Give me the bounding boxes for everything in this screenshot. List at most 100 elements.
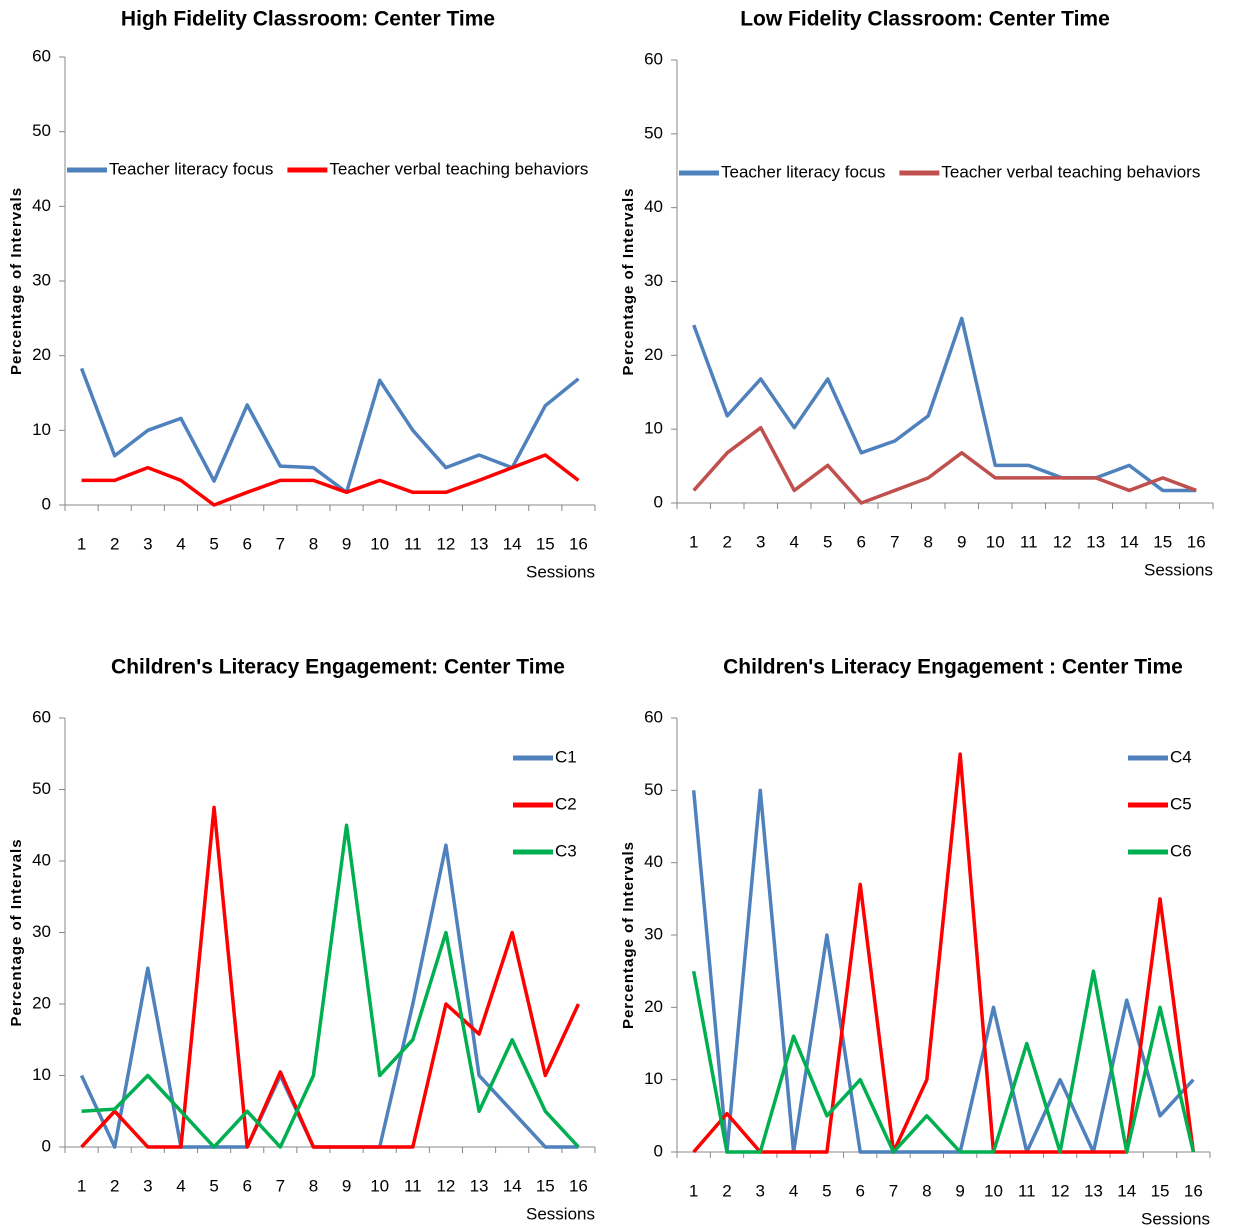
legend-label: C3 xyxy=(555,841,577,860)
x-tick-label: 2 xyxy=(723,532,732,551)
series-line xyxy=(81,453,580,507)
y-axis-label: Percentage of Intervals xyxy=(8,187,25,375)
series-line xyxy=(79,843,579,1149)
y-tick-label: 30 xyxy=(32,270,51,289)
x-tick-label: 2 xyxy=(110,534,119,553)
legend-label: C2 xyxy=(555,794,577,813)
legend-label: C5 xyxy=(1170,794,1192,813)
x-tick-label: 9 xyxy=(342,1176,351,1195)
x-tick-label: 4 xyxy=(790,532,799,551)
x-tick-label: 15 xyxy=(1151,1181,1170,1200)
x-tick-label: 13 xyxy=(470,534,489,553)
y-tick-label: 20 xyxy=(32,345,51,364)
x-tick-label: 11 xyxy=(404,534,422,553)
y-tick-label: 40 xyxy=(32,196,51,215)
series-line xyxy=(81,823,580,1149)
legend-label: C4 xyxy=(1170,747,1192,766)
y-tick-label: 10 xyxy=(644,419,663,438)
y-tick-label: 0 xyxy=(654,492,663,511)
x-tick-label: 12 xyxy=(436,534,455,553)
series-line xyxy=(692,316,1197,493)
series-line xyxy=(691,788,1195,1154)
y-tick-label: 0 xyxy=(654,1141,663,1160)
x-axis-label: Sessions xyxy=(1141,1209,1210,1228)
y-tick-label: 0 xyxy=(42,494,51,513)
y-tick-label: 50 xyxy=(644,123,663,142)
x-tick-label: 2 xyxy=(110,1176,119,1195)
y-axis-label: Percentage of Intervals xyxy=(8,838,25,1026)
y-tick-label: 30 xyxy=(32,922,51,941)
y-tick-label: 50 xyxy=(644,780,663,799)
x-tick-label: 16 xyxy=(569,534,588,553)
y-tick-label: 60 xyxy=(32,46,51,65)
y-tick-label: 30 xyxy=(644,924,663,943)
x-tick-label: 7 xyxy=(276,1176,285,1195)
y-tick-label: 10 xyxy=(32,420,51,439)
y-tick-label: 10 xyxy=(32,1065,51,1084)
series-line xyxy=(692,425,1197,505)
x-tick-label: 7 xyxy=(889,1181,898,1200)
x-tick-label: 7 xyxy=(276,534,285,553)
x-tick-label: 4 xyxy=(176,534,185,553)
x-tick-label: 1 xyxy=(689,532,698,551)
x-tick-label: 14 xyxy=(503,534,522,553)
legend-label: Teacher verbal teaching behaviors xyxy=(329,159,588,178)
x-tick-label: 1 xyxy=(77,1176,86,1195)
y-tick-label: 50 xyxy=(32,121,51,140)
x-tick-label: 8 xyxy=(922,1181,931,1200)
x-tick-label: 4 xyxy=(176,1176,185,1195)
x-tick-label: 11 xyxy=(1020,532,1038,551)
x-tick-label: 7 xyxy=(890,532,899,551)
x-tick-label: 10 xyxy=(370,1176,389,1195)
x-tick-label: 11 xyxy=(1018,1181,1036,1200)
x-tick-label: 10 xyxy=(986,532,1005,551)
x-tick-label: 8 xyxy=(309,1176,318,1195)
chart-title: Children's Literacy Engagement: Center T… xyxy=(111,656,565,679)
chart-title: Low Fidelity Classroom: Center Time xyxy=(740,8,1110,31)
y-tick-label: 60 xyxy=(32,707,51,726)
x-tick-label: 3 xyxy=(143,534,152,553)
chart-title: High Fidelity Classroom: Center Time xyxy=(121,8,495,31)
y-tick-label: 20 xyxy=(644,345,663,364)
x-tick-label: 10 xyxy=(984,1181,1003,1200)
legend-label: C1 xyxy=(555,747,577,766)
x-tick-label: 3 xyxy=(756,532,765,551)
x-tick-label: 12 xyxy=(1053,532,1072,551)
y-tick-label: 40 xyxy=(644,852,663,871)
y-tick-label: 60 xyxy=(644,49,663,68)
y-tick-label: 0 xyxy=(42,1136,51,1155)
x-tick-label: 6 xyxy=(855,1181,864,1200)
x-tick-label: 15 xyxy=(536,534,555,553)
x-tick-label: 5 xyxy=(822,1181,831,1200)
x-tick-label: 2 xyxy=(722,1181,731,1200)
y-tick-label: 20 xyxy=(32,993,51,1012)
x-tick-label: 9 xyxy=(342,534,351,553)
series-line xyxy=(691,969,1196,1154)
x-tick-label: 16 xyxy=(569,1176,588,1195)
legend-label: Teacher verbal teaching behaviors xyxy=(941,162,1200,181)
x-tick-label: 3 xyxy=(143,1176,152,1195)
y-tick-label: 60 xyxy=(644,707,663,726)
chart-title: Children's Literacy Engagement : Center … xyxy=(723,656,1183,679)
x-tick-label: 15 xyxy=(536,1176,555,1195)
legend-label: Teacher literacy focus xyxy=(109,159,273,178)
y-tick-label: 50 xyxy=(32,779,51,798)
legend-label: C6 xyxy=(1170,841,1192,860)
x-tick-label: 6 xyxy=(242,534,251,553)
x-tick-label: 11 xyxy=(404,1176,422,1195)
series-line xyxy=(80,805,581,1149)
x-tick-label: 14 xyxy=(1117,1181,1136,1200)
y-axis-label: Percentage of Intervals xyxy=(620,841,637,1029)
x-tick-label: 12 xyxy=(436,1176,455,1195)
x-tick-label: 13 xyxy=(1084,1181,1103,1200)
x-tick-label: 9 xyxy=(955,1181,964,1200)
x-tick-label: 12 xyxy=(1051,1181,1070,1200)
series-line xyxy=(79,367,580,495)
x-tick-label: 15 xyxy=(1153,532,1172,551)
y-tick-label: 30 xyxy=(644,271,663,290)
y-tick-label: 10 xyxy=(644,1069,663,1088)
x-tick-label: 14 xyxy=(503,1176,522,1195)
x-tick-label: 6 xyxy=(857,532,866,551)
x-tick-label: 3 xyxy=(756,1181,765,1200)
y-tick-label: 20 xyxy=(644,997,663,1016)
